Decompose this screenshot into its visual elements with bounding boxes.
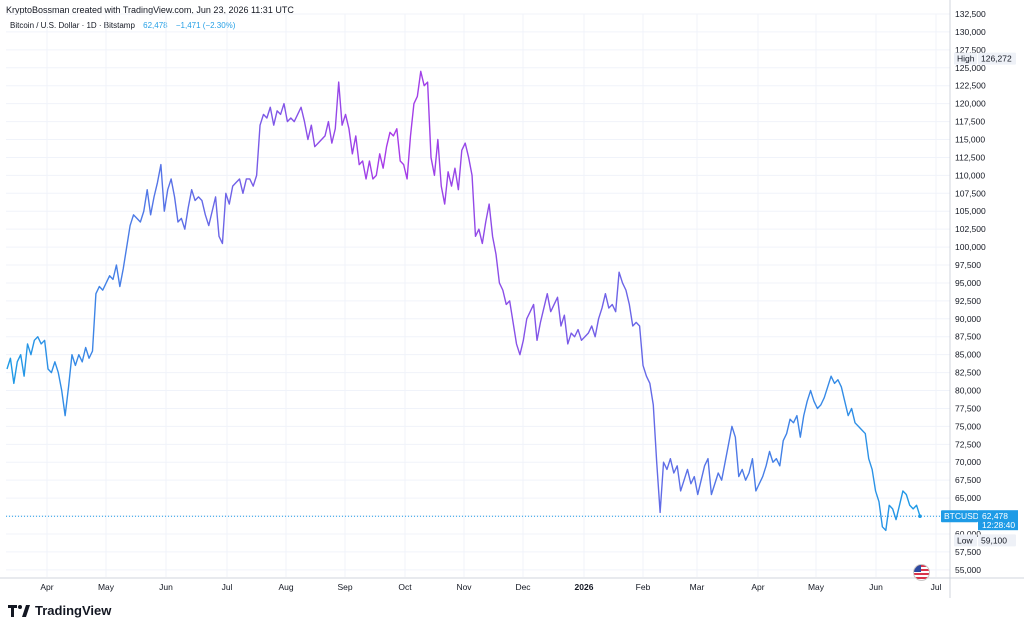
y-tick-label: 77,500 <box>955 403 981 413</box>
hl-value-bg <box>978 534 1016 547</box>
y-tick-label: 87,500 <box>955 332 981 342</box>
y-tick-label: 95,000 <box>955 278 981 288</box>
y-tick-label: 72,500 <box>955 439 981 449</box>
y-axis-labels[interactable]: 55,00057,50060,00062,50065,00067,50070,0… <box>955 9 986 575</box>
y-tick-label: 102,500 <box>955 224 986 234</box>
y-tick-label: 127,500 <box>955 45 986 55</box>
y-tick-label: 130,000 <box>955 27 986 37</box>
x-tick-label: Oct <box>398 582 412 592</box>
countdown-badge: 12:28:40 <box>982 520 1015 530</box>
low-value: 59,100 <box>981 535 1007 545</box>
x-tick-label: Jul <box>222 582 233 592</box>
x-tick-label: Jun <box>869 582 883 592</box>
y-tick-label: 90,000 <box>955 314 981 324</box>
y-tick-label: 70,000 <box>955 457 981 467</box>
last-price-point <box>918 514 922 518</box>
symbol-legend[interactable]: Bitcoin / U.S. Dollar · 1D · Bitstamp 62… <box>10 21 235 30</box>
symbol-tag: BTCUSD <box>944 511 979 521</box>
tradingview-logo-icon <box>8 604 30 617</box>
price-line[interactable] <box>6 70 921 532</box>
x-tick-label: Dec <box>515 582 531 592</box>
hl-value-bg <box>978 52 1016 65</box>
y-tick-label: 82,500 <box>955 368 981 378</box>
hl-tag-bg <box>954 52 977 65</box>
y-tick-label: 122,500 <box>955 81 986 91</box>
chart-credit: KryptoBossman created with TradingView.c… <box>6 5 294 15</box>
hl-tag-bg <box>954 534 977 547</box>
high-tag: High <box>957 54 975 64</box>
y-tick-label: 132,500 <box>955 9 986 19</box>
y-tick-label: 60,000 <box>955 529 981 539</box>
y-tick-label: 65,000 <box>955 493 981 503</box>
y-tick-label: 92,500 <box>955 296 981 306</box>
us-flag-icon[interactable] <box>913 564 930 581</box>
x-tick-label: Jul <box>931 582 942 592</box>
y-tick-label: 125,000 <box>955 63 986 73</box>
x-tick-label: May <box>808 582 825 592</box>
x-tick-label: Feb <box>636 582 651 592</box>
low-tag: Low <box>957 535 973 545</box>
x-tick-label: May <box>98 582 115 592</box>
y-tick-label: 115,000 <box>955 135 985 145</box>
brand-name: TradingView <box>35 603 112 618</box>
y-tick-label: 85,000 <box>955 350 981 360</box>
tradingview-brand[interactable]: TradingView <box>8 603 111 618</box>
high-value: 126,272 <box>981 54 1012 64</box>
y-tick-label: 100,000 <box>955 242 986 252</box>
last-price: 62,478 <box>143 21 168 30</box>
x-tick-label: Jun <box>159 582 173 592</box>
y-tick-label: 112,500 <box>955 152 985 162</box>
y-tick-label: 55,000 <box>955 565 981 575</box>
chart-grid <box>6 13 950 577</box>
y-tick-label: 57,500 <box>955 547 981 557</box>
last-price-badge-bg <box>978 510 1018 531</box>
price-change: −1,471 (−2.30%) <box>175 21 236 30</box>
y-tick-label: 105,000 <box>955 206 986 216</box>
y-tick-label: 75,000 <box>955 421 981 431</box>
x-tick-label: Sep <box>337 582 352 592</box>
symbol-name[interactable]: Bitcoin / U.S. Dollar · 1D · Bitstamp <box>10 21 135 30</box>
y-tick-label: 110,000 <box>955 170 985 180</box>
chart-axes <box>0 0 1024 598</box>
y-tick-label: 80,000 <box>955 386 981 396</box>
x-tick-label: Nov <box>456 582 472 592</box>
x-tick-label: Apr <box>40 582 53 592</box>
y-tick-label: 107,500 <box>955 188 986 198</box>
symbol-tag-bg <box>941 510 978 523</box>
x-tick-label: Apr <box>751 582 764 592</box>
x-tick-label: 2026 <box>575 582 594 592</box>
last-price-badge: 62,478 <box>982 511 1008 521</box>
x-axis-labels[interactable]: Apr May Jun Jul Aug Sep Oct Nov Dec 2026 Feb Mar Apr… <box>40 582 941 592</box>
y-tick-label: 117,500 <box>955 117 985 127</box>
y-tick-label: 97,500 <box>955 260 981 270</box>
y-tick-label: 120,000 <box>955 99 986 109</box>
y-tick-label: 67,500 <box>955 475 981 485</box>
x-tick-label: Mar <box>690 582 705 592</box>
x-tick-label: Aug <box>278 582 293 592</box>
